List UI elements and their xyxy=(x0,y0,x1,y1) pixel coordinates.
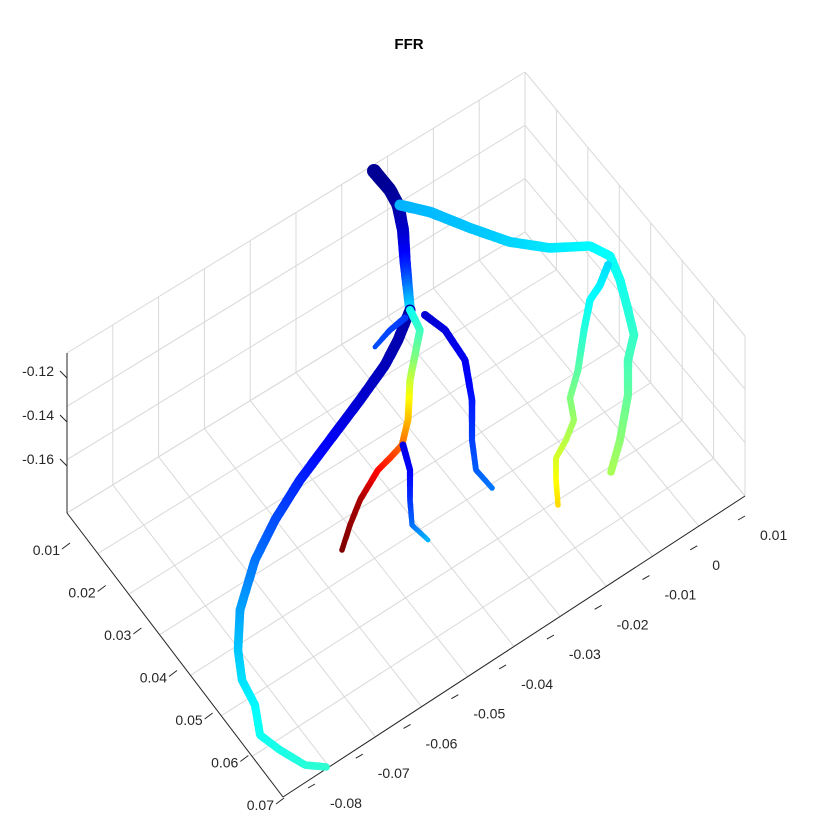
floor-gridline xyxy=(433,287,653,557)
x-tick-mark xyxy=(594,604,602,610)
x-tick-label: -0.03 xyxy=(569,646,601,662)
y-tick-label: 0.07 xyxy=(247,797,274,813)
y-tick-label: 0.06 xyxy=(211,755,238,771)
x-tick-label: -0.06 xyxy=(426,735,458,751)
x-tick-label: 0.01 xyxy=(760,527,787,543)
vessel-tree xyxy=(233,164,639,771)
floor-gridline xyxy=(251,457,714,757)
grid-layer xyxy=(66,71,746,798)
vessel-point xyxy=(425,537,431,543)
floor-gridline xyxy=(295,372,515,647)
x-tick-label: -0.02 xyxy=(617,616,649,632)
z-tick-mark xyxy=(59,414,68,423)
y-tick-label: 0.04 xyxy=(140,670,167,686)
vessel-point xyxy=(489,485,495,491)
vessel-branch xyxy=(421,311,495,491)
vessel-point xyxy=(555,502,561,508)
y-tick-mark xyxy=(204,712,213,720)
x-tick-mark xyxy=(498,664,507,670)
x-tick-mark xyxy=(737,515,746,521)
floor-gridline xyxy=(221,420,683,717)
y-tick-label: 0.05 xyxy=(175,712,202,728)
floor-gridline xyxy=(190,382,651,676)
axes-layer xyxy=(66,353,746,798)
wall-gridline xyxy=(524,125,746,390)
x-tick-mark xyxy=(355,753,364,759)
x-tick-label: 0 xyxy=(712,557,720,573)
x-tick-mark xyxy=(689,545,698,551)
wall-gridline xyxy=(66,231,526,514)
vessel-point xyxy=(322,763,330,771)
floor-gridline xyxy=(158,456,376,738)
vessel-branch xyxy=(339,306,424,553)
x-tick-mark xyxy=(642,575,650,580)
x-tick-label: -0.05 xyxy=(473,706,505,722)
z-tick-label: -0.14 xyxy=(22,407,54,423)
x-tick-mark xyxy=(451,694,459,700)
x-tick-label: -0.01 xyxy=(664,587,696,603)
y-tick-mark xyxy=(275,797,285,805)
floor-gridline xyxy=(341,344,561,617)
x-tick-mark xyxy=(546,634,555,640)
wall-gridline xyxy=(66,124,526,407)
x-tick-mark xyxy=(403,724,411,729)
floor-gridline xyxy=(387,315,607,587)
x-tick-label: -0.08 xyxy=(330,795,362,811)
z-tick-mark xyxy=(59,370,68,379)
floor-gridline xyxy=(128,307,589,595)
y-tick-mark xyxy=(240,755,249,762)
vessel-point xyxy=(339,547,345,553)
chart-title: FFR xyxy=(394,36,423,53)
floor-gridline xyxy=(97,269,557,554)
y-tick-label: 0.01 xyxy=(33,542,60,558)
vessel-branch xyxy=(399,441,431,543)
x-tick-mark xyxy=(307,783,316,789)
vessel-branch xyxy=(367,164,415,315)
wall-gridline xyxy=(524,178,746,443)
vessel-point xyxy=(372,344,378,350)
floor-gridline xyxy=(478,259,700,527)
x-tick-label: -0.07 xyxy=(378,765,410,781)
y-tick-mark xyxy=(97,585,106,592)
y-tick-mark xyxy=(61,542,71,550)
vessel-branch xyxy=(394,199,639,476)
z-tick-label: -0.16 xyxy=(22,451,54,467)
wall-gridline xyxy=(66,178,526,461)
x-tick-label: -0.04 xyxy=(521,676,553,692)
z-tick-mark xyxy=(59,458,68,467)
wall-gridline xyxy=(524,231,746,497)
vessel-point xyxy=(607,468,615,476)
vessel-branch xyxy=(233,304,416,771)
floor-gridline xyxy=(159,344,620,636)
z-tick-label: -0.12 xyxy=(22,363,54,379)
floor-gridline xyxy=(112,484,330,768)
floor-gridline xyxy=(204,428,422,708)
floor-gridline xyxy=(249,400,469,677)
tick-labels: -0.08 -0.07 -0.06 -0.05 -0.04 -0.03 -0.02 -0.01… xyxy=(22,363,787,813)
y-tick-label: 0.03 xyxy=(104,627,131,643)
y-axis-line xyxy=(66,512,284,798)
x-axis-line xyxy=(282,495,746,798)
y-tick-mark xyxy=(133,627,142,635)
vessel-branch xyxy=(372,314,409,350)
y-tick-mark xyxy=(168,670,178,677)
y-tick-label: 0.02 xyxy=(68,585,95,601)
vessel-branch xyxy=(553,261,612,508)
wall-gridline xyxy=(524,71,746,337)
wall-gridline xyxy=(66,71,526,354)
